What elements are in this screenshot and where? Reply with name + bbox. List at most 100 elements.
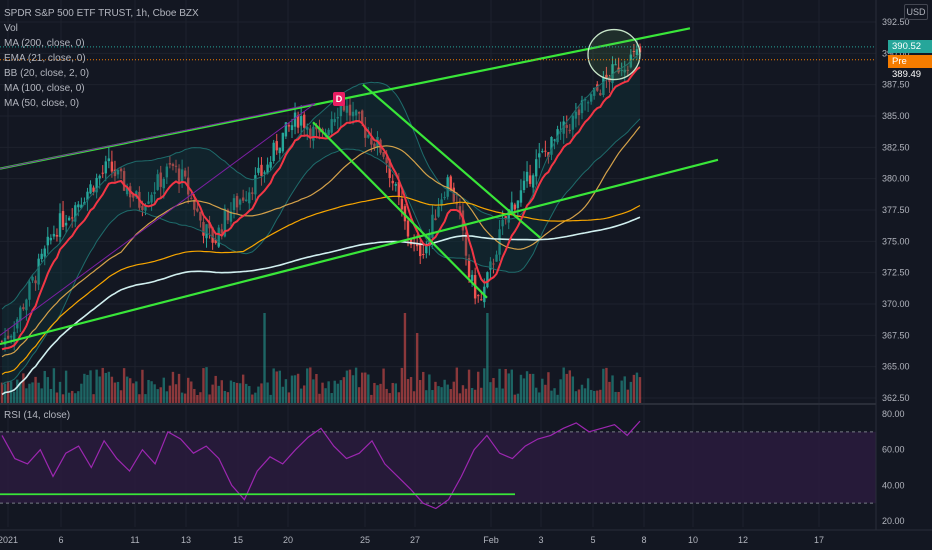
candle-body [336, 117, 339, 119]
candles [0, 40, 642, 352]
volume-bar [473, 389, 477, 403]
price-tick-label: 387.50 [882, 80, 910, 90]
candle-body [269, 161, 272, 168]
volume-bar [132, 383, 135, 403]
volume-bar [61, 394, 65, 403]
candle-body [110, 161, 114, 172]
volume-bar [586, 378, 590, 403]
volume-bar [324, 388, 327, 403]
volume-bar [193, 388, 196, 403]
candle-body [345, 105, 349, 113]
volume-bar [489, 382, 492, 403]
candle-body [498, 229, 501, 255]
volume-bar [452, 381, 455, 403]
price-tick-label: 365.00 [882, 362, 910, 372]
candle-body [464, 232, 468, 256]
candle-body [528, 175, 532, 184]
volume-bar [251, 394, 254, 403]
price-tick-label: 370.00 [882, 299, 910, 309]
volume-bar [141, 369, 144, 403]
volume-bar [446, 384, 449, 403]
volume-bar [345, 370, 349, 403]
legend-ma200[interactable]: MA (200, close, 0) [4, 38, 85, 49]
candle-body [214, 239, 217, 243]
dividend-badge[interactable]: D [333, 92, 345, 106]
legend-rsi[interactable]: RSI (14, close) [4, 410, 71, 421]
currency-badge[interactable]: USD [904, 4, 928, 20]
rsi-band [0, 431, 876, 504]
volume-bar [632, 374, 636, 403]
volume-bar [46, 377, 49, 403]
candle-body [321, 128, 324, 132]
volume-bar [232, 381, 236, 403]
candle-body [61, 211, 65, 228]
volume-bar [605, 367, 608, 403]
price-tick-label: 390.00 [882, 48, 910, 58]
rsi-tick-label: 80.00 [882, 409, 905, 419]
candle-body [159, 172, 162, 187]
volume-bar [547, 372, 550, 403]
volume-bar [80, 383, 83, 403]
candle-body [547, 152, 550, 158]
volume-bar [367, 374, 370, 403]
volume-bar [129, 378, 132, 403]
candle-body [306, 127, 309, 130]
volume-bar [617, 391, 620, 403]
legend-vol[interactable]: Vol [4, 23, 18, 34]
candle-body [397, 182, 401, 198]
candle-body [266, 164, 269, 174]
price-tick-label: 385.00 [882, 111, 910, 121]
volume-bar [183, 393, 187, 403]
volume-bar [495, 387, 498, 403]
volume-bar [348, 369, 352, 403]
candle-body [364, 126, 367, 138]
volume-bar [565, 373, 568, 403]
candle-body [13, 331, 16, 340]
legend-ma50[interactable]: MA (50, close, 0) [4, 98, 80, 109]
candle-body [101, 172, 104, 174]
volume-bar [165, 391, 169, 403]
candle-body [583, 98, 587, 101]
legend-ma100[interactable]: MA (100, close, 0) [4, 83, 85, 94]
candle-body [278, 147, 281, 154]
time-tick-label: 3 [538, 535, 543, 545]
candle-body [495, 254, 498, 262]
volume-bar [477, 371, 480, 403]
candle-body [125, 188, 129, 195]
volume-bar [467, 369, 471, 403]
legend-bb[interactable]: BB (20, close, 2, 0) [4, 68, 90, 79]
volume-bar [9, 381, 13, 403]
symbol-title[interactable]: SPDR S&P 500 ETF TRUST, 1h, Cboe BZX [4, 8, 199, 19]
volume-bar [480, 387, 483, 403]
volume-bar [443, 379, 446, 403]
volume-bar [626, 389, 629, 403]
candle-body [144, 205, 147, 211]
candle-body [153, 192, 156, 194]
volume-bar [504, 369, 507, 403]
price-tick-label: 382.50 [882, 142, 910, 152]
volume-bar [388, 393, 391, 403]
candle-body [632, 50, 636, 52]
volume-bar [67, 392, 71, 403]
candle-body [281, 132, 285, 152]
price-tick-label: 392.50 [882, 17, 910, 27]
candle-body [28, 281, 31, 300]
volume-bar [187, 377, 190, 403]
wedge-line-lower [0, 103, 316, 336]
candle-body [596, 84, 599, 91]
volume-bar [562, 367, 565, 403]
candle-body [519, 190, 523, 203]
ema21-line [1, 66, 641, 351]
volume-bar [559, 379, 562, 403]
volume-bar [138, 394, 141, 403]
volume-bar [293, 375, 297, 403]
volume-bar [470, 388, 474, 403]
bb-lower-line [1, 118, 641, 385]
bb-upper-line [1, 52, 641, 310]
volume-bar [125, 376, 129, 403]
volume-bar [315, 373, 318, 403]
volume-bar [498, 368, 501, 403]
legend-ema21[interactable]: EMA (21, close, 0) [4, 53, 86, 64]
indicator-legend: SPDR S&P 500 ETF TRUST, 1h, Cboe BZX Vol… [4, 6, 199, 111]
